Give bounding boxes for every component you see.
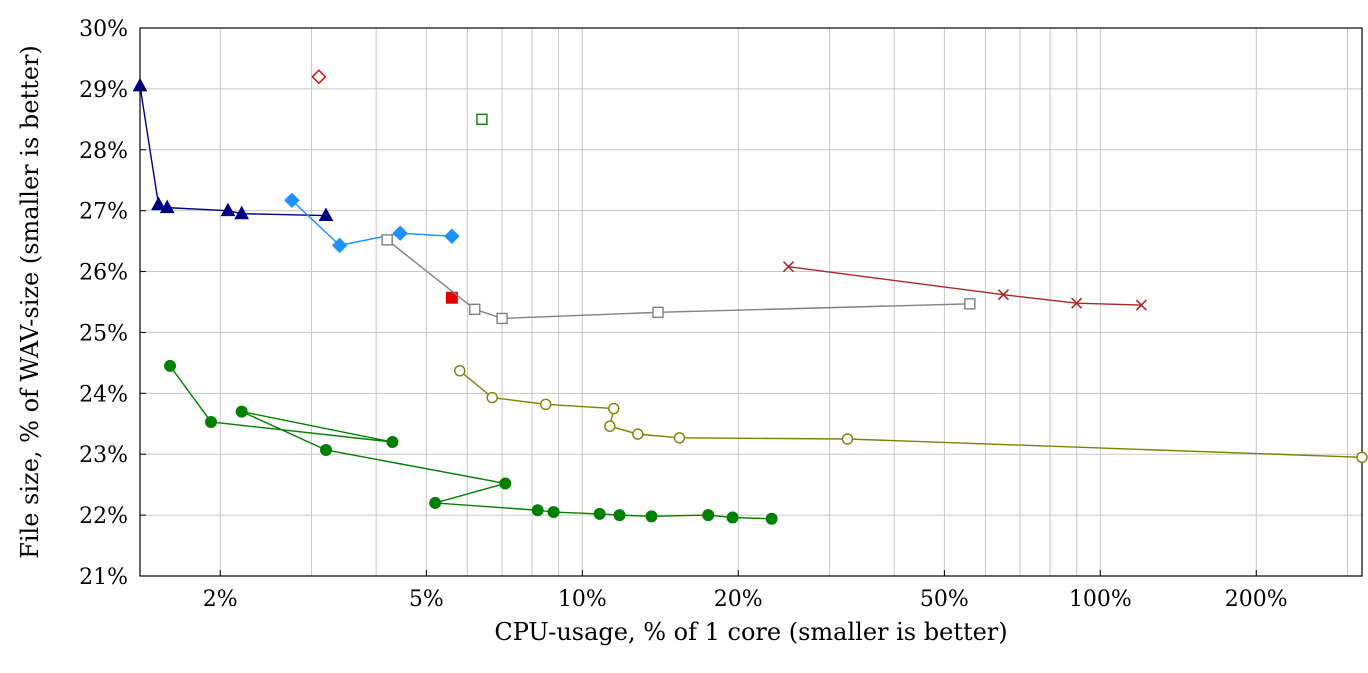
y-tick-label: 30% <box>79 17 128 42</box>
y-tick-label: 21% <box>79 565 128 590</box>
data-point-8-3 <box>235 405 248 418</box>
series-0 <box>132 77 334 222</box>
data-point-5-0 <box>381 234 393 246</box>
series-line-1 <box>291 199 452 247</box>
x-axis-title: CPU-usage, % of 1 core (smaller is bette… <box>494 618 1007 646</box>
y-tick-label: 24% <box>79 382 128 407</box>
data-point-7-4 <box>604 420 616 432</box>
series-4 <box>445 291 458 304</box>
y-axis-title: File size, % of WAV-size (smaller is bet… <box>16 45 44 559</box>
y-tick-label: 29% <box>79 78 128 103</box>
x-tick-label: 5% <box>409 587 444 612</box>
x-tick-label: 10% <box>558 587 607 612</box>
data-point-8-11 <box>645 510 658 523</box>
data-point-8-13 <box>726 511 739 524</box>
series-layer <box>132 69 1368 525</box>
series-line-7 <box>459 370 1363 458</box>
x-tick-label: 2% <box>203 587 238 612</box>
data-point-4-0 <box>445 291 458 304</box>
series-7 <box>454 365 1368 463</box>
data-point-7-6 <box>673 432 686 444</box>
data-point-8-5 <box>499 477 512 490</box>
data-point-5-3 <box>652 306 664 319</box>
data-point-0-5 <box>318 207 334 222</box>
data-point-7-5 <box>632 428 644 440</box>
data-point-8-9 <box>593 507 606 520</box>
data-point-6-2 <box>1071 297 1083 309</box>
series-6 <box>782 261 1147 311</box>
data-point-7-7 <box>841 433 854 445</box>
data-point-7-3 <box>608 402 620 415</box>
data-point-7-2 <box>540 398 552 410</box>
data-point-8-2 <box>386 436 399 449</box>
data-point-8-4 <box>319 443 332 456</box>
plot-frame <box>139 27 1363 577</box>
data-point-7-0 <box>454 365 466 377</box>
series-3 <box>476 113 488 126</box>
series-1 <box>284 192 460 254</box>
x-tick-label: 20% <box>714 587 763 612</box>
series-line-0 <box>139 85 326 217</box>
data-point-8-14 <box>765 512 778 525</box>
series-5 <box>381 234 976 325</box>
x-tick-label: 50% <box>920 587 969 612</box>
data-point-8-8 <box>547 506 560 519</box>
data-point-1-1 <box>331 237 348 254</box>
data-point-8-7 <box>531 504 544 517</box>
data-point-7-8 <box>1356 451 1368 463</box>
tick-labels: 2% 5% 10% 20% 50% 100% 200% 21% 22% 23% 24% 25% 26% 2… <box>79 17 1288 612</box>
data-point-8-1 <box>205 415 218 428</box>
data-point-8-6 <box>429 496 442 509</box>
data-point-6-3 <box>1135 299 1147 311</box>
data-point-8-10 <box>613 509 626 522</box>
data-point-6-1 <box>997 289 1009 301</box>
y-tick-label: 28% <box>79 139 128 164</box>
data-point-1-0 <box>284 192 300 209</box>
data-point-5-1 <box>469 303 481 316</box>
y-tick-label: 22% <box>79 504 128 529</box>
data-point-1-2 <box>392 225 408 241</box>
data-point-1-3 <box>444 228 460 244</box>
data-point-2-0 <box>311 69 327 85</box>
data-point-8-0 <box>164 359 177 372</box>
data-point-7-1 <box>486 391 498 404</box>
series-line-6 <box>788 265 1142 306</box>
data-point-0-2 <box>159 199 175 214</box>
y-tick-label: 27% <box>79 200 128 225</box>
y-tick-label: 23% <box>79 443 128 468</box>
series-2 <box>311 69 327 85</box>
data-point-3-0 <box>476 113 488 126</box>
grid-layer <box>140 27 1362 577</box>
data-point-8-12 <box>702 509 715 522</box>
x-tick-label: 100% <box>1069 587 1132 612</box>
data-point-0-1 <box>151 196 166 211</box>
data-point-0-0 <box>132 77 148 92</box>
data-point-6-0 <box>782 261 795 273</box>
y-tick-label: 26% <box>79 261 128 286</box>
x-tick-label: 200% <box>1225 587 1288 612</box>
data-point-0-4 <box>234 205 250 220</box>
y-tick-label: 25% <box>79 321 128 346</box>
data-point-5-4 <box>964 298 976 310</box>
data-point-0-3 <box>220 202 236 217</box>
series-8 <box>164 359 778 525</box>
data-point-5-2 <box>496 312 508 325</box>
